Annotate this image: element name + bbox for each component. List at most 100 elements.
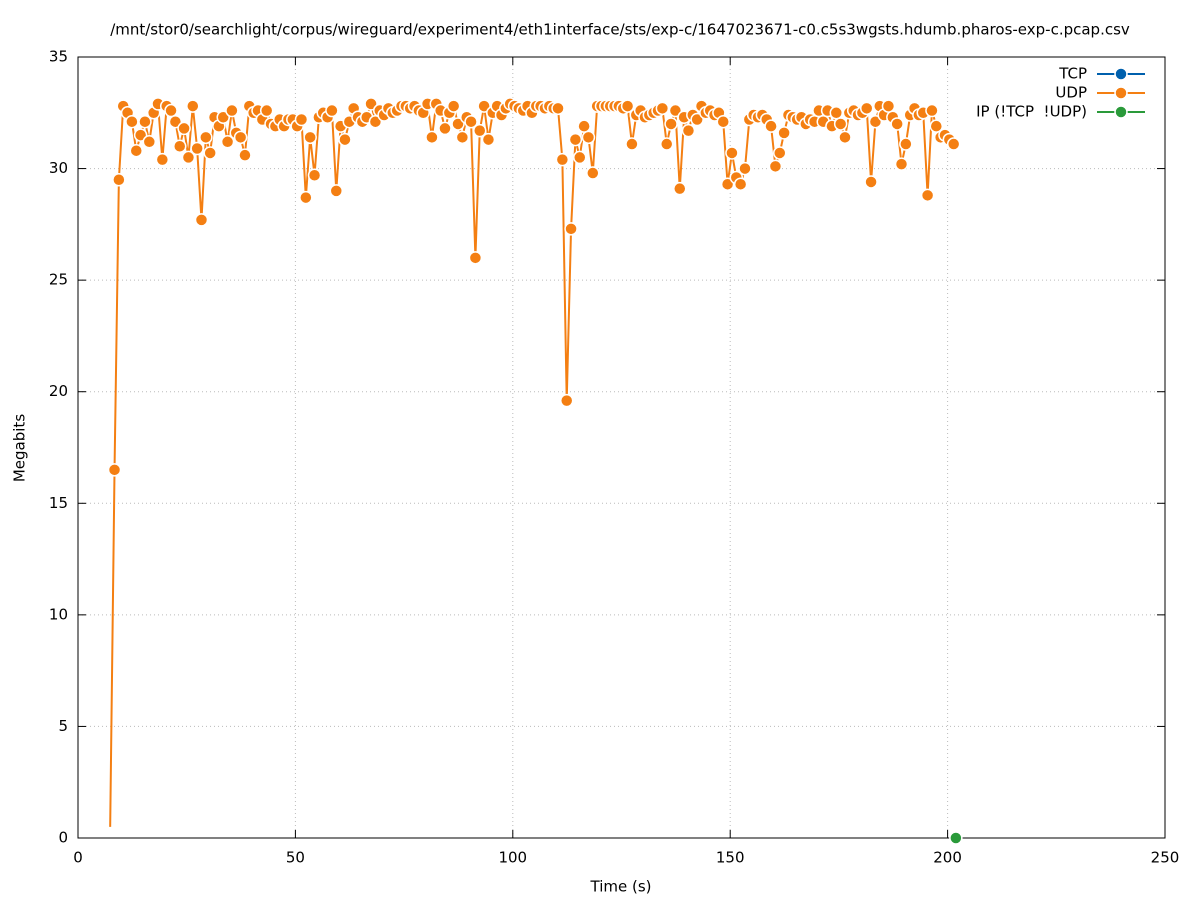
data-point (551, 101, 565, 116)
data-point (177, 121, 191, 136)
data-point (364, 97, 378, 111)
data-point (829, 106, 844, 120)
data-point (107, 463, 122, 477)
data-point (338, 132, 352, 147)
data-point (581, 130, 596, 145)
y-tick-label: 25 (49, 271, 68, 289)
legend-label: TCP (1058, 65, 1087, 83)
series-line (109, 100, 955, 827)
data-point (673, 181, 687, 196)
data-point (477, 99, 491, 113)
data-point (199, 130, 213, 145)
plot-frame (77, 56, 1166, 839)
x-axis-label: Time (s) (590, 878, 652, 896)
data-point (238, 148, 252, 162)
data-point (455, 130, 470, 145)
data-point (473, 123, 487, 138)
data-point (946, 137, 961, 151)
data-point (125, 114, 139, 129)
data-point (129, 143, 144, 158)
data-point (659, 137, 674, 151)
data-point (164, 103, 178, 118)
data-point (233, 130, 248, 145)
data-point (190, 141, 204, 156)
data-point (949, 831, 963, 845)
legend-marker (1114, 67, 1128, 81)
data-point (573, 150, 587, 165)
data-point (864, 175, 878, 189)
data-point (259, 103, 274, 118)
data-point (716, 114, 730, 129)
legend-label: IP (!TCP !UDP) (976, 103, 1087, 121)
data-point (181, 150, 196, 165)
data-point (664, 117, 678, 131)
data-point (859, 101, 874, 116)
data-point (890, 117, 904, 131)
y-tick-label: 15 (49, 494, 68, 512)
y-tick-label: 5 (58, 717, 68, 735)
data-point (303, 130, 317, 145)
data-point (451, 117, 465, 131)
data-point (168, 114, 183, 129)
y-tick-label: 10 (49, 605, 68, 623)
data-point (225, 103, 239, 118)
data-point (920, 188, 935, 203)
x-tick-label: 50 (286, 849, 305, 867)
y-tick-label: 0 (58, 829, 68, 847)
data-point (425, 130, 439, 145)
data-point (620, 99, 635, 113)
data-point (738, 161, 752, 176)
data-point (294, 112, 309, 127)
legend-marker (1114, 105, 1128, 119)
y-tick-label: 30 (49, 159, 68, 177)
y-axis-label: Megabits (11, 414, 29, 482)
data-point (899, 137, 913, 151)
data-point (203, 146, 217, 160)
data-point (329, 184, 344, 198)
data-point (138, 114, 152, 129)
data-point (307, 168, 322, 183)
data-point (446, 99, 461, 113)
legend-marker (1114, 86, 1128, 100)
data-point (881, 99, 896, 113)
legend-label: UDP (1055, 84, 1087, 102)
data-point (220, 135, 235, 149)
data-point (155, 152, 170, 167)
data-point (833, 117, 848, 131)
data-point (568, 132, 583, 147)
data-point (773, 146, 787, 160)
data-point (733, 177, 748, 191)
data-point (142, 135, 157, 149)
x-tick-label: 0 (73, 849, 83, 867)
chart-title: /mnt/stor0/searchlight/corpus/wireguard/… (110, 21, 1130, 39)
data-point (925, 103, 939, 118)
y-tick-label: 35 (49, 48, 68, 66)
data-point (559, 393, 574, 408)
data-point (112, 172, 126, 187)
data-point (325, 103, 339, 118)
data-point (564, 222, 578, 236)
data-point (133, 128, 148, 142)
data-point (172, 139, 187, 154)
data-point (625, 137, 639, 151)
y-tick-label: 20 (49, 382, 68, 400)
data-point (586, 166, 600, 180)
data-point (481, 132, 496, 147)
data-point (655, 101, 670, 116)
data-point (838, 130, 852, 145)
data-point (725, 146, 739, 160)
data-point (555, 152, 570, 167)
data-point (438, 121, 452, 136)
data-point (194, 213, 209, 227)
data-point (868, 114, 883, 129)
data-point (768, 159, 783, 174)
data-point (681, 123, 696, 138)
x-tick-label: 150 (716, 849, 745, 867)
data-point (464, 114, 478, 129)
x-tick-label: 200 (933, 849, 962, 867)
data-point (894, 157, 909, 171)
data-point (777, 126, 791, 140)
data-point (299, 190, 313, 205)
data-point (690, 112, 704, 127)
